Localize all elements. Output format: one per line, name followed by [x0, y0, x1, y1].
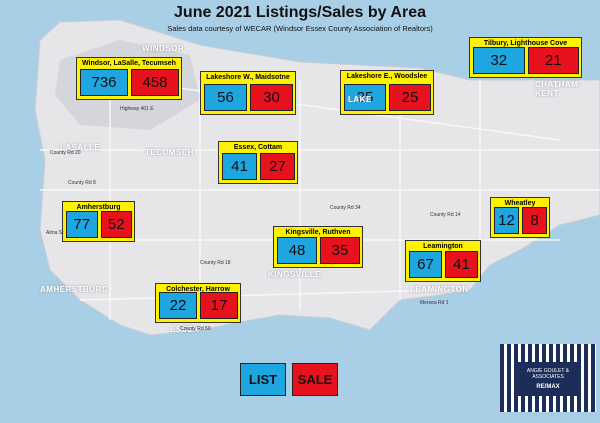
area-name: Wheatley	[504, 200, 536, 207]
list-count: 25	[344, 84, 386, 111]
sale-count: 30	[250, 84, 293, 111]
list-count: 22	[159, 292, 197, 319]
sale-count: 52	[100, 211, 132, 238]
place-label: TECUMSEH	[145, 148, 194, 157]
area-box: Kingsville, Ruthven 48 35	[273, 226, 363, 268]
area-name: Windsor, LaSalle, Tecumseh	[82, 60, 176, 67]
road-label: County Rd 18	[200, 260, 231, 266]
sale-count: 41	[445, 251, 478, 278]
list-count: 736	[80, 69, 128, 96]
list-count: 41	[222, 153, 257, 180]
area-name: Lakeshore E., Woodslee	[346, 73, 428, 80]
area-box: Tilbury, Lighthouse Cove 32 21	[469, 37, 582, 78]
place-label: ESSEX	[170, 325, 200, 334]
road-label: County Rd 8	[68, 180, 96, 186]
sale-count: 27	[260, 153, 295, 180]
list-count: 77	[66, 211, 98, 238]
legend-sale: SALE	[292, 363, 338, 396]
place-label: LEAMINGTON	[410, 285, 469, 294]
road-label: County Rd 20	[50, 150, 81, 156]
logo-brand: RE/MAX	[536, 384, 560, 390]
area-box: Essex, Cottam 41 27	[218, 141, 298, 184]
area-box: Lakeshore E., Woodslee 25 25	[340, 70, 434, 115]
area-box: Windsor, LaSalle, Tecumseh 736 458	[76, 57, 182, 100]
place-label: CHATHAM-KENT	[535, 80, 582, 98]
logo: ANGIE GOULET & ASSOCIATES RE/MAX	[500, 344, 596, 412]
sale-count: 8	[522, 207, 547, 234]
place-label: WINDSOR	[142, 44, 185, 53]
area-name: Colchester, Harrow	[166, 286, 230, 293]
road-label: Alma St	[46, 230, 64, 236]
list-count: 48	[277, 237, 317, 264]
road-label: Mersea Rd 1	[420, 300, 449, 306]
list-count: 56	[204, 84, 247, 111]
list-count: 67	[409, 251, 442, 278]
logo-name: ANGIE GOULET & ASSOCIATES	[526, 368, 570, 380]
place-label: LASALLE	[60, 143, 101, 152]
road-label: County Rd 14	[430, 212, 461, 218]
place-label: KINGSVILLE	[268, 270, 322, 279]
title: June 2021 Listings/Sales by Area	[174, 4, 426, 21]
sale-count: 17	[200, 292, 238, 319]
area-name: Kingsville, Ruthven	[285, 229, 351, 236]
list-count: 12	[494, 207, 519, 234]
area-name: Essex, Cottam	[233, 144, 283, 151]
sale-count: 35	[320, 237, 360, 264]
sale-count: 458	[131, 69, 179, 96]
area-box: Colchester, Harrow 22 17	[155, 283, 241, 323]
place-label: AMHERSTBURG	[40, 285, 109, 294]
area-name: Lakeshore W., Maidsotne	[206, 74, 290, 81]
sale-count: 21	[527, 47, 579, 74]
legend-list: LIST	[240, 363, 286, 396]
subtitle: Sales data courtesy of WECAR (Windsor Es…	[167, 24, 433, 33]
list-count: 32	[473, 47, 525, 74]
road-label: Highway 401 E	[120, 106, 154, 112]
area-box: Lakeshore W., Maidsotne 56 30	[200, 71, 296, 115]
area-box: Wheatley 12 8	[490, 197, 550, 238]
area-box: Amherstburg 77 52	[62, 201, 135, 242]
place-label: LAKE	[348, 95, 372, 104]
sale-count: 25	[389, 84, 431, 111]
area-box: Leamington 67 41	[405, 240, 481, 282]
logo-panel: ANGIE GOULET & ASSOCIATES RE/MAX	[518, 362, 578, 396]
area-name: Tilbury, Lighthouse Cove	[483, 40, 568, 47]
road-label: County Rd 50	[180, 326, 211, 332]
area-name: Leamington	[423, 243, 463, 250]
road-label: County Rd 34	[330, 205, 361, 211]
area-name: Amherstburg	[76, 204, 121, 211]
